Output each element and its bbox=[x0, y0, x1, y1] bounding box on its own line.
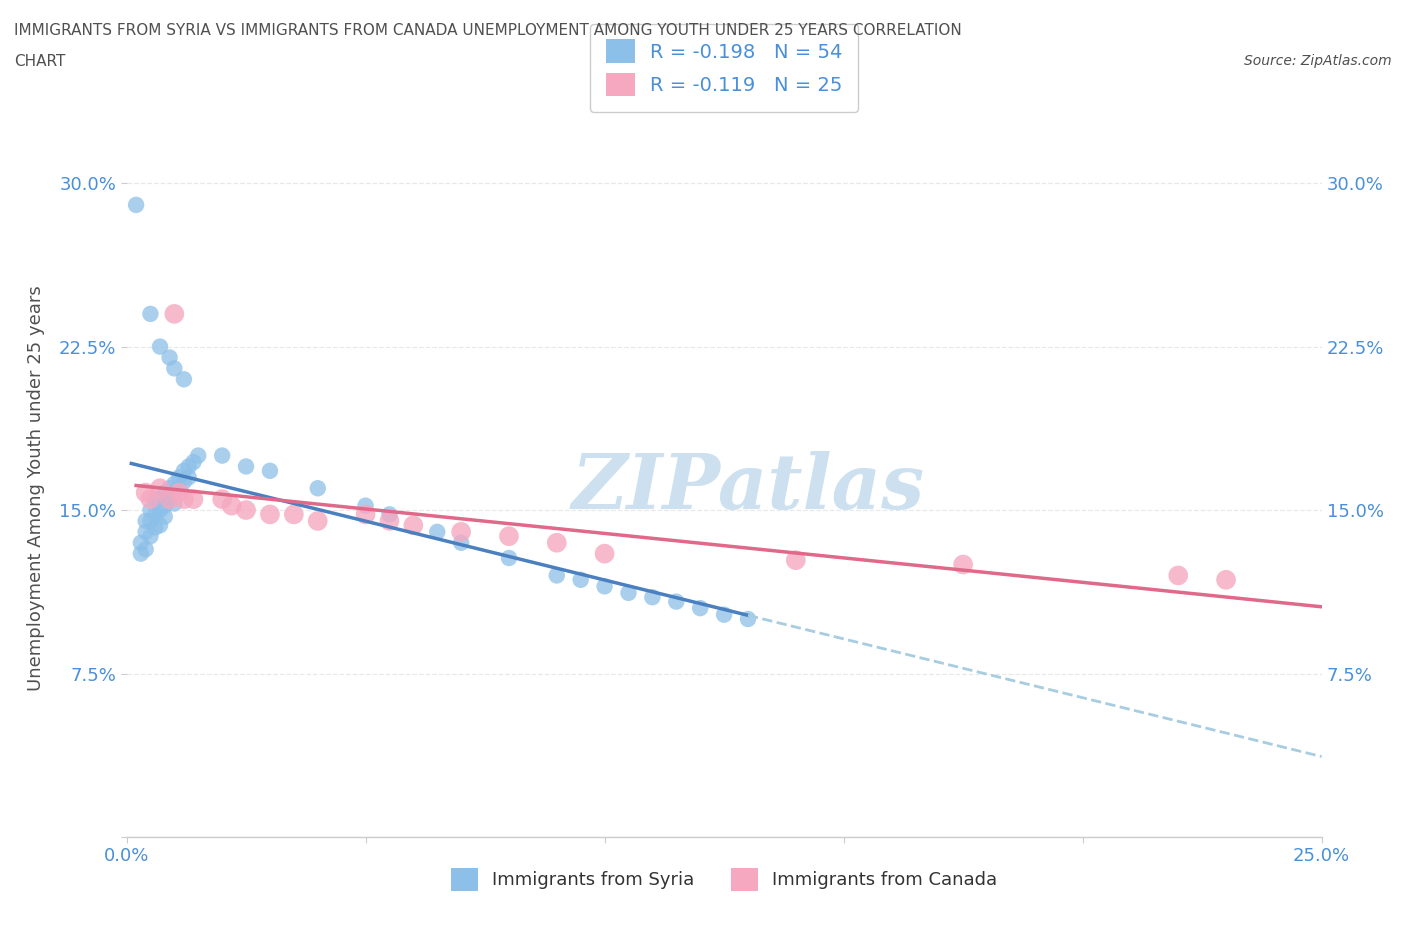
Point bbox=[159, 492, 181, 507]
Legend: Immigrants from Syria, Immigrants from Canada: Immigrants from Syria, Immigrants from C… bbox=[444, 861, 1004, 897]
Point bbox=[221, 498, 243, 513]
Point bbox=[135, 542, 157, 557]
Point bbox=[139, 307, 162, 322]
Point bbox=[149, 339, 172, 354]
Point bbox=[450, 536, 472, 551]
Point bbox=[378, 513, 401, 528]
Point bbox=[183, 455, 205, 470]
Point bbox=[259, 463, 281, 478]
Point bbox=[713, 607, 735, 622]
Point bbox=[665, 594, 688, 609]
Point bbox=[402, 518, 425, 533]
Point bbox=[167, 470, 190, 485]
Point bbox=[307, 481, 329, 496]
Point bbox=[498, 551, 520, 565]
Point bbox=[139, 492, 162, 507]
Point bbox=[163, 476, 186, 491]
Point bbox=[307, 513, 329, 528]
Point bbox=[173, 474, 195, 489]
Point bbox=[159, 492, 181, 507]
Point bbox=[159, 350, 181, 365]
Point bbox=[737, 612, 759, 627]
Point bbox=[159, 481, 181, 496]
Point bbox=[149, 518, 172, 533]
Point bbox=[163, 485, 186, 500]
Point bbox=[1215, 572, 1237, 587]
Point bbox=[163, 496, 186, 511]
Y-axis label: Unemployment Among Youth under 25 years: Unemployment Among Youth under 25 years bbox=[27, 286, 45, 691]
Point bbox=[569, 572, 592, 587]
Point bbox=[129, 536, 152, 551]
Point bbox=[143, 492, 166, 507]
Point bbox=[177, 459, 200, 474]
Point bbox=[177, 470, 200, 485]
Point bbox=[143, 520, 166, 535]
Point bbox=[354, 507, 377, 522]
Point bbox=[211, 448, 233, 463]
Point bbox=[173, 372, 195, 387]
Point bbox=[143, 507, 166, 522]
Point bbox=[354, 498, 377, 513]
Text: ZIPatlas: ZIPatlas bbox=[571, 451, 925, 525]
Point bbox=[426, 525, 449, 539]
Point bbox=[785, 552, 807, 567]
Point bbox=[129, 546, 152, 561]
Point bbox=[139, 502, 162, 517]
Point bbox=[450, 525, 472, 539]
Point bbox=[259, 507, 281, 522]
Point bbox=[173, 463, 195, 478]
Point bbox=[153, 509, 176, 524]
Point bbox=[149, 492, 172, 507]
Point bbox=[617, 586, 640, 601]
Point bbox=[153, 485, 176, 500]
Point bbox=[211, 492, 233, 507]
Point bbox=[235, 459, 257, 474]
Point bbox=[149, 502, 172, 517]
Point bbox=[139, 529, 162, 544]
Point bbox=[546, 568, 568, 583]
Point bbox=[593, 546, 616, 561]
Point bbox=[173, 492, 195, 507]
Point bbox=[183, 492, 205, 507]
Point bbox=[689, 601, 711, 616]
Point bbox=[135, 513, 157, 528]
Point bbox=[135, 525, 157, 539]
Point bbox=[135, 485, 157, 500]
Point bbox=[163, 361, 186, 376]
Text: CHART: CHART bbox=[14, 54, 66, 69]
Text: Source: ZipAtlas.com: Source: ZipAtlas.com bbox=[1244, 54, 1392, 68]
Point bbox=[952, 557, 974, 572]
Point bbox=[167, 485, 190, 500]
Point bbox=[139, 513, 162, 528]
Point bbox=[1167, 568, 1189, 583]
Point bbox=[167, 481, 190, 496]
Point bbox=[187, 448, 209, 463]
Point bbox=[593, 578, 616, 593]
Point bbox=[498, 529, 520, 544]
Point bbox=[235, 502, 257, 517]
Point bbox=[149, 481, 172, 496]
Point bbox=[163, 307, 186, 322]
Point bbox=[378, 507, 401, 522]
Point bbox=[153, 498, 176, 513]
Point bbox=[283, 507, 305, 522]
Point bbox=[125, 197, 148, 212]
Point bbox=[546, 536, 568, 551]
Point bbox=[641, 590, 664, 604]
Text: IMMIGRANTS FROM SYRIA VS IMMIGRANTS FROM CANADA UNEMPLOYMENT AMONG YOUTH UNDER 2: IMMIGRANTS FROM SYRIA VS IMMIGRANTS FROM… bbox=[14, 23, 962, 38]
